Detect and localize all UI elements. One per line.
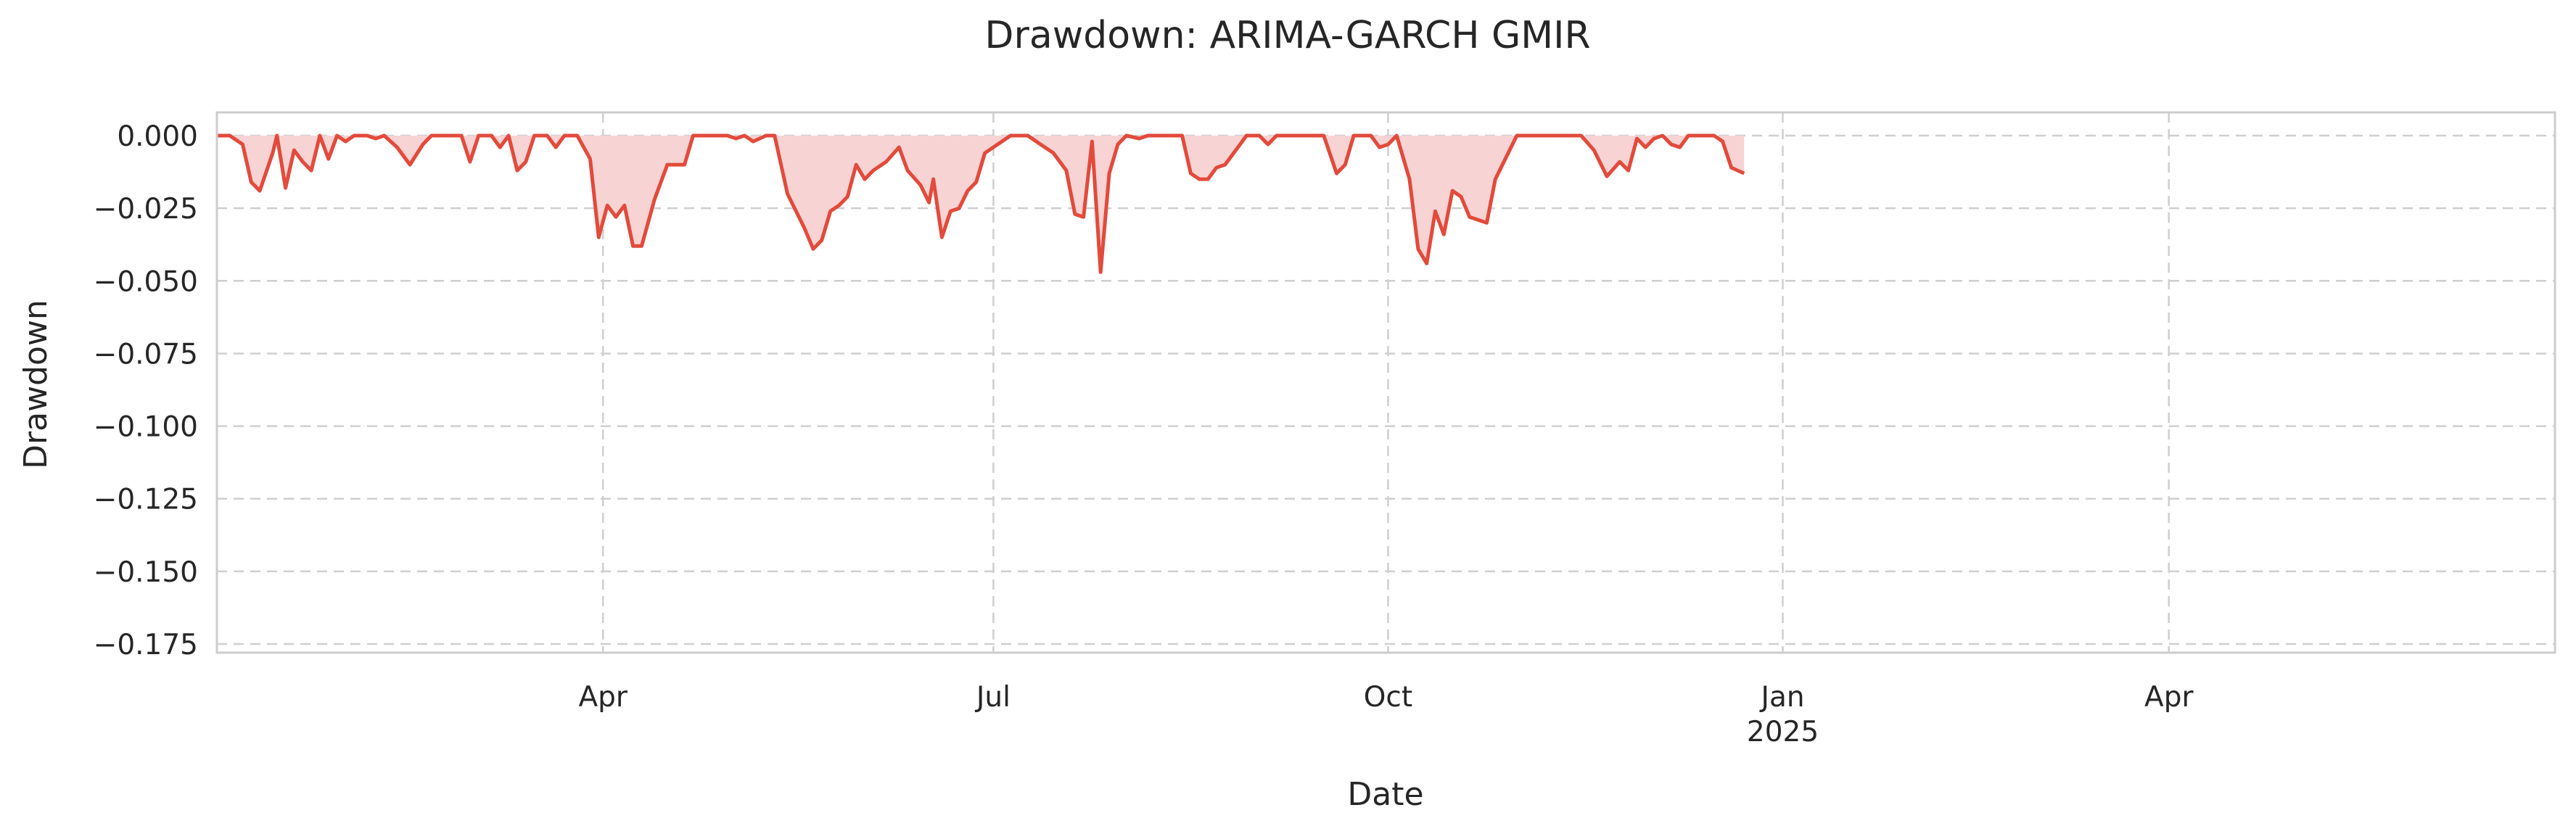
chart-title: Drawdown: ARIMA-GARCH GMIR <box>984 14 1590 57</box>
x-tick-label: Jan <box>1758 681 1804 714</box>
x-tick-label: Jul <box>974 681 1011 714</box>
y-tick-label: −0.075 <box>94 338 198 371</box>
y-tick-label: −0.150 <box>94 556 198 589</box>
x-tick-sublabel: 2025 <box>1747 716 1819 748</box>
y-tick-label: 0.000 <box>117 120 198 153</box>
x-tick-label: Apr <box>578 681 627 714</box>
y-tick-labels: 0.000 −0.025 −0.050 −0.075 −0.100 −0.125 −0.15… <box>94 120 198 661</box>
y-tick-label: −0.050 <box>94 265 198 298</box>
y-tick-label: −0.175 <box>94 629 198 661</box>
x-tick-label: Oct <box>1364 681 1412 714</box>
y-axis-title: Drawdown <box>17 300 54 469</box>
plot-frame <box>215 111 2556 654</box>
grid <box>217 112 2555 653</box>
y-tick-label: −0.125 <box>94 484 198 516</box>
drawdown-line <box>217 133 1745 274</box>
drawdown-area <box>217 136 1745 273</box>
x-axis-title: Date <box>1347 776 1423 813</box>
y-tick-label: −0.100 <box>94 411 198 444</box>
y-tick-label: −0.025 <box>94 193 198 226</box>
x-tick-label: Apr <box>2144 681 2194 714</box>
